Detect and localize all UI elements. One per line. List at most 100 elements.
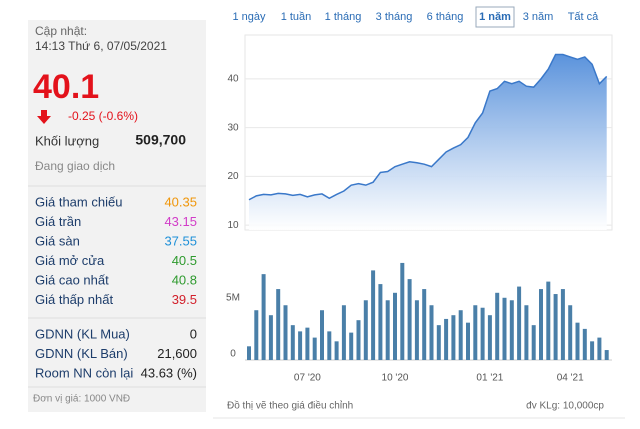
volume-bar xyxy=(575,322,580,360)
price: 40.1 xyxy=(33,68,99,106)
volume-bar xyxy=(495,292,500,360)
volume-bar xyxy=(429,305,434,360)
volume-bar xyxy=(385,300,390,360)
price-value: 40.35 xyxy=(164,194,197,209)
price-label: Giá tham chiếu xyxy=(35,194,122,209)
volume-unit: đv KLg: 10,000cp xyxy=(526,401,604,412)
price-value: 39.5 xyxy=(172,292,197,307)
volume-bar xyxy=(349,332,354,360)
price-value: 40.8 xyxy=(172,272,197,287)
volume-bar xyxy=(414,300,419,360)
volume-label: Khối lượng xyxy=(35,133,99,148)
volume-bar xyxy=(604,350,609,360)
price-label: Giá mở cửa xyxy=(35,253,105,268)
price-label: Giá cao nhất xyxy=(35,272,109,287)
volume-bar xyxy=(560,289,565,360)
volume-bar xyxy=(400,262,405,360)
volume-bar xyxy=(524,305,529,360)
range-tab[interactable]: 1 ngày xyxy=(232,11,266,23)
y-tick-label: 40 xyxy=(227,74,239,85)
range-tab[interactable]: 1 tháng xyxy=(325,11,362,23)
volume-bar xyxy=(268,315,273,360)
volume-bar xyxy=(466,322,470,360)
active-tab-box xyxy=(475,6,515,28)
price-value: 37.55 xyxy=(164,233,197,248)
volume-bar xyxy=(407,279,412,360)
foreign-value: 43.63 (%) xyxy=(141,365,197,380)
volume-bar xyxy=(363,300,368,360)
volume-bar xyxy=(283,305,288,360)
down-arrow xyxy=(37,110,51,124)
foreign-label: Room NN còn lại xyxy=(35,365,133,380)
volume-bar xyxy=(582,328,587,360)
volume-bar xyxy=(509,300,514,360)
status: Đang giao dịch xyxy=(35,159,115,173)
volume-bar xyxy=(546,281,551,360)
range-tab[interactable]: 1 tuần xyxy=(281,11,312,23)
volume-bar xyxy=(261,274,266,360)
y-tick-label: 5M xyxy=(226,292,240,303)
volume-bar xyxy=(305,327,310,360)
volume-bar xyxy=(590,341,595,360)
updated-time: 14:13 Thứ 6, 07/05/2021 xyxy=(35,39,167,53)
foreign-value: 0 xyxy=(190,326,197,341)
volume-bar xyxy=(312,337,317,360)
volume-bar xyxy=(254,310,259,360)
volume-bar xyxy=(247,346,251,360)
x-tick-label: 07 '20 xyxy=(294,373,321,384)
info-panel xyxy=(28,20,206,412)
volume-bar xyxy=(597,337,602,360)
price-line xyxy=(248,53,608,201)
volume-bar xyxy=(298,331,303,360)
volume-bar xyxy=(502,297,507,360)
volume-bar xyxy=(473,305,478,360)
area-fill xyxy=(249,54,607,230)
range-tab[interactable]: 3 tháng xyxy=(376,11,413,23)
volume-bar xyxy=(458,310,463,360)
range-tab[interactable]: Tất cả xyxy=(568,11,599,23)
volume-bar xyxy=(393,292,397,360)
volume-bar xyxy=(487,315,492,360)
foreign-label: GDNN (KL Bán) xyxy=(35,346,128,361)
unit-note: Đơn vị giá: 1000 VNĐ xyxy=(33,394,130,405)
y-tick-label: 10 xyxy=(227,220,239,231)
volume-bar xyxy=(378,284,383,360)
price-value: 40.5 xyxy=(172,253,197,268)
x-tick-label: 10 '20 xyxy=(382,373,409,384)
range-tab[interactable]: 3 năm xyxy=(523,11,554,23)
change: -0.25 (-0.6%) xyxy=(68,109,138,123)
volume-bar xyxy=(517,286,522,360)
volume-bar xyxy=(553,294,558,360)
footer-note: Đồ thị vẽ theo giá điều chỉnh xyxy=(227,400,353,412)
volume-bar xyxy=(371,270,376,360)
price-label: Giá trần xyxy=(35,214,81,229)
x-tick-label: 04 '21 xyxy=(557,373,584,384)
volume-bar xyxy=(320,310,324,360)
volume-bar xyxy=(341,305,346,360)
volume-bar xyxy=(334,341,339,360)
volume-bar xyxy=(436,325,441,360)
volume-bar xyxy=(327,331,332,360)
volume-bar xyxy=(422,289,427,360)
foreign-value: 21,600 xyxy=(157,346,197,361)
updated-label: Cập nhật: xyxy=(35,24,87,38)
price-label: Giá thấp nhất xyxy=(35,292,113,307)
volume-bar xyxy=(480,307,485,360)
volume: 509,700 xyxy=(135,132,186,148)
volume-bar xyxy=(539,289,543,360)
range-tab[interactable]: 6 tháng xyxy=(427,11,464,23)
price-label: Giá sàn xyxy=(35,233,80,248)
foreign-label: GDNN (KL Mua) xyxy=(35,326,130,341)
y-tick-label: 20 xyxy=(227,171,239,182)
y-tick-label: 30 xyxy=(227,122,239,133)
volume-bar xyxy=(444,318,449,360)
x-tick-label: 01 '21 xyxy=(476,373,503,384)
volume-bar xyxy=(290,325,295,360)
volume-bar xyxy=(451,315,456,360)
price-value: 43.15 xyxy=(164,214,197,229)
volume-bar xyxy=(356,320,361,360)
y-tick-label: 0 xyxy=(230,349,236,360)
range-tab[interactable]: 1 năm xyxy=(479,11,511,23)
volume-bar xyxy=(276,289,281,360)
